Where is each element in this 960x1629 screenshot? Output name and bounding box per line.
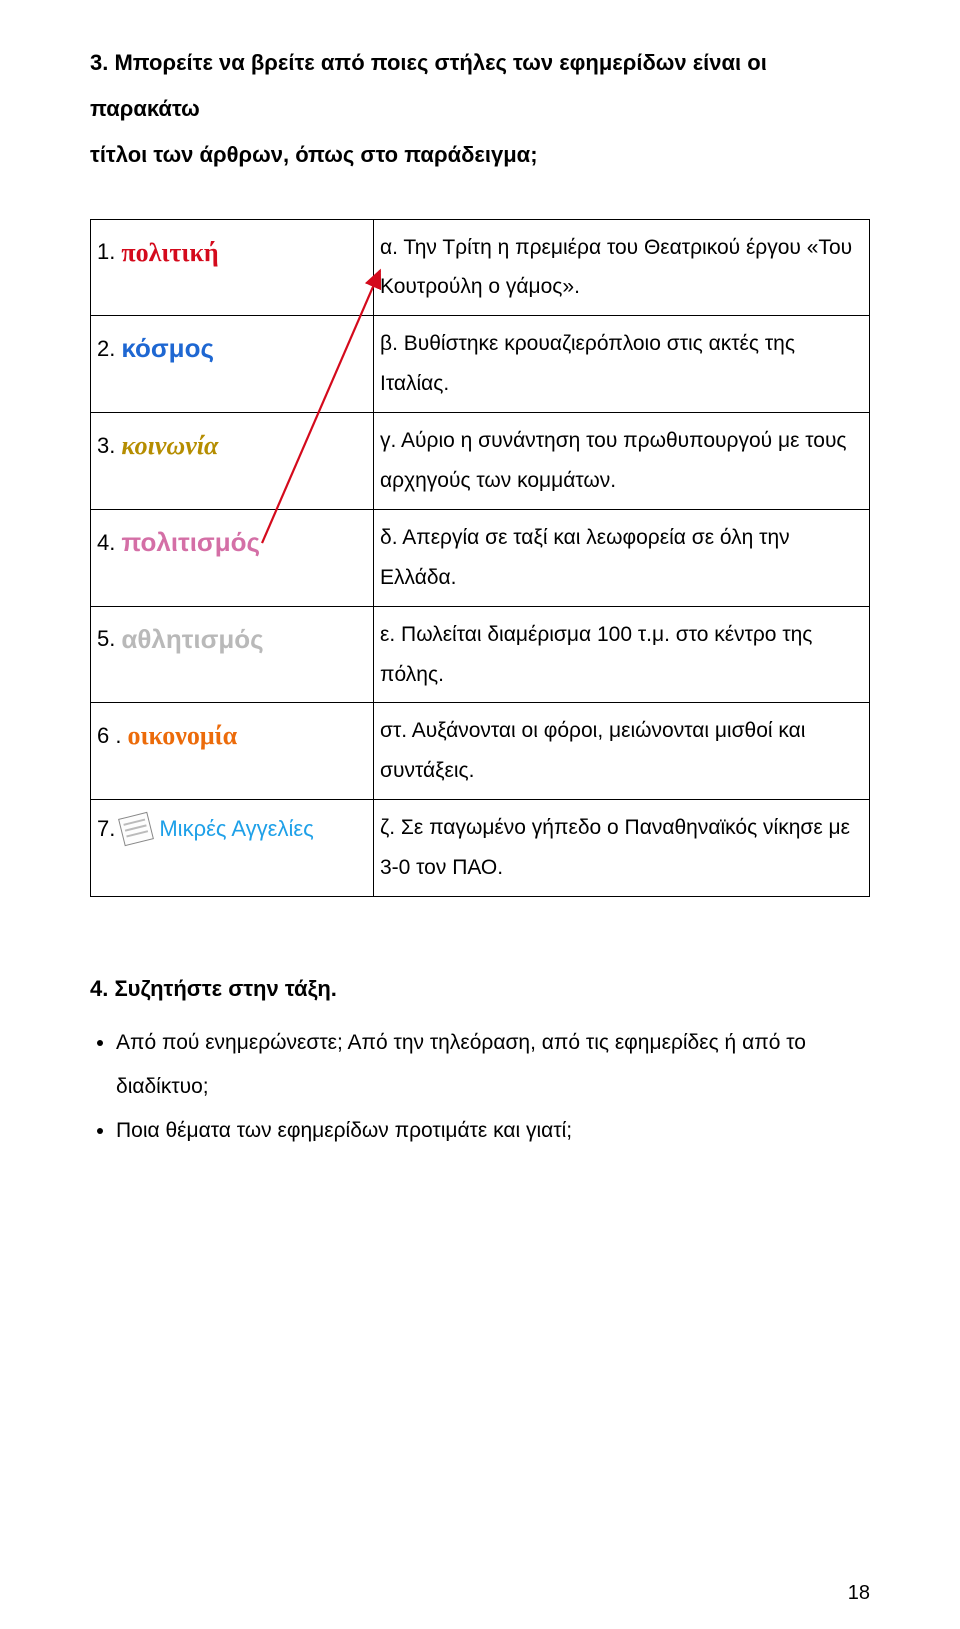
table-row: 4.πολιτισμός δ. Απεργία σε ταξί και λεωφο… <box>91 509 870 606</box>
right-cell: δ. Απεργία σε ταξί και λεωφορεία σε όλη … <box>374 509 870 606</box>
headline-text: α. Την Τρίτη η πρεμιέρα του Θεατρικού έρ… <box>380 236 852 299</box>
row-number: 1. <box>97 231 115 273</box>
headline-text: ε. Πωλείται διαμέρισμα 100 τ.μ. στο κέντ… <box>380 623 812 686</box>
left-cell: 4.πολιτισμός <box>91 509 374 606</box>
category-item: 3.κοινωνία <box>97 421 367 470</box>
matching-table: 1.πολιτική α. Την Τρίτη η πρεμιέρα του Θε… <box>90 219 870 897</box>
matching-table-wrap: 1.πολιτική α. Την Τρίτη η πρεμιέρα του Θε… <box>90 219 870 897</box>
category-item: 2.κόσμος <box>97 324 367 373</box>
category-item: 6 .οικονομία <box>97 711 367 760</box>
left-cell: 2.κόσμος <box>91 316 374 413</box>
left-cell: 1.πολιτική <box>91 219 374 316</box>
category-item: 1.πολιτική <box>97 228 367 277</box>
category-item: 4.πολιτισμός <box>97 518 367 567</box>
right-cell: στ. Αυξάνονται οι φόροι, μειώνονται μισθ… <box>374 703 870 800</box>
category-label: κόσμος <box>121 324 214 373</box>
q3-line1: 3. Μπορείτε να βρείτε από ποιες στήλες τ… <box>90 50 767 121</box>
headline-text: γ. Αύριο η συνάντηση του πρωθυπουργού με… <box>380 429 847 492</box>
table-row: 2.κόσμος β. Βυθίστηκε κρουαζιερόπλοιο στι… <box>91 316 870 413</box>
table-row: 7. Μικρές Αγγελίες ζ. Σε παγωμένο γήπεδο ο… <box>91 800 870 897</box>
question-4-bullets: Από πού ενημερώνεστε; Από την τηλεόραση,… <box>90 1021 870 1153</box>
table-row: 6 .οικονομία στ. Αυξάνονται οι φόροι, μει… <box>91 703 870 800</box>
question-4-section: 4. Συζητήστε στην τάξη. Από πού ενημερών… <box>90 967 870 1153</box>
row-number: 2. <box>97 328 115 370</box>
category-label: αθλητισμός <box>121 615 263 664</box>
category-label: Μικρές Αγγελίες <box>159 808 313 850</box>
table-row: 5.αθλητισμός ε. Πωλείται διαμέρισμα 100 τ… <box>91 606 870 703</box>
table-row: 1.πολιτική α. Την Τρίτη η πρεμιέρα του Θε… <box>91 219 870 316</box>
right-cell: β. Βυθίστηκε κρουαζιερόπλοιο στις ακτές … <box>374 316 870 413</box>
category-label: κοινωνία <box>121 421 218 470</box>
q3-line2: τίτλοι των άρθρων, όπως στο παράδειγμα; <box>90 142 538 167</box>
headline-text: ζ. Σε παγωμένο γήπεδο ο Παναθηναϊκός νίκ… <box>380 816 850 879</box>
category-item: 5.αθλητισμός <box>97 615 367 664</box>
category-item: 7. Μικρές Αγγελίες <box>97 808 367 850</box>
headline-text: β. Βυθίστηκε κρουαζιερόπλοιο στις ακτές … <box>380 332 795 395</box>
newspaper-icon <box>118 812 154 846</box>
page-number: 18 <box>848 1582 870 1605</box>
right-cell: ε. Πωλείται διαμέρισμα 100 τ.μ. στο κέντ… <box>374 606 870 703</box>
category-label: πολιτική <box>121 228 218 277</box>
left-cell: 7. Μικρές Αγγελίες <box>91 800 374 897</box>
category-label: οικονομία <box>127 711 237 760</box>
table-row: 3.κοινωνία γ. Αύριο η συνάντηση του πρωθυ… <box>91 413 870 510</box>
left-cell: 6 .οικονομία <box>91 703 374 800</box>
headline-text: στ. Αυξάνονται οι φόροι, μειώνονται μισθ… <box>380 719 805 782</box>
right-cell: α. Την Τρίτη η πρεμιέρα του Θεατρικού έρ… <box>374 219 870 316</box>
row-number: 4. <box>97 522 115 564</box>
row-number: 6 . <box>97 715 121 757</box>
bullet-item: Ποια θέματα των εφημερίδων προτιμάτε και… <box>116 1109 870 1153</box>
right-cell: ζ. Σε παγωμένο γήπεδο ο Παναθηναϊκός νίκ… <box>374 800 870 897</box>
question-3-text: 3. Μπορείτε να βρείτε από ποιες στήλες τ… <box>90 40 870 179</box>
right-cell: γ. Αύριο η συνάντηση του πρωθυπουργού με… <box>374 413 870 510</box>
page: 3. Μπορείτε να βρείτε από ποιες στήλες τ… <box>0 0 960 1629</box>
left-cell: 3.κοινωνία <box>91 413 374 510</box>
left-cell: 5.αθλητισμός <box>91 606 374 703</box>
headline-text: δ. Απεργία σε ταξί και λεωφορεία σε όλη … <box>380 526 790 589</box>
row-number: 7. <box>97 808 115 850</box>
category-label: πολιτισμός <box>121 518 260 567</box>
row-number: 5. <box>97 618 115 660</box>
bullet-item: Από πού ενημερώνεστε; Από την τηλεόραση,… <box>116 1021 870 1109</box>
question-4-title: 4. Συζητήστε στην τάξη. <box>90 967 870 1011</box>
row-number: 3. <box>97 425 115 467</box>
